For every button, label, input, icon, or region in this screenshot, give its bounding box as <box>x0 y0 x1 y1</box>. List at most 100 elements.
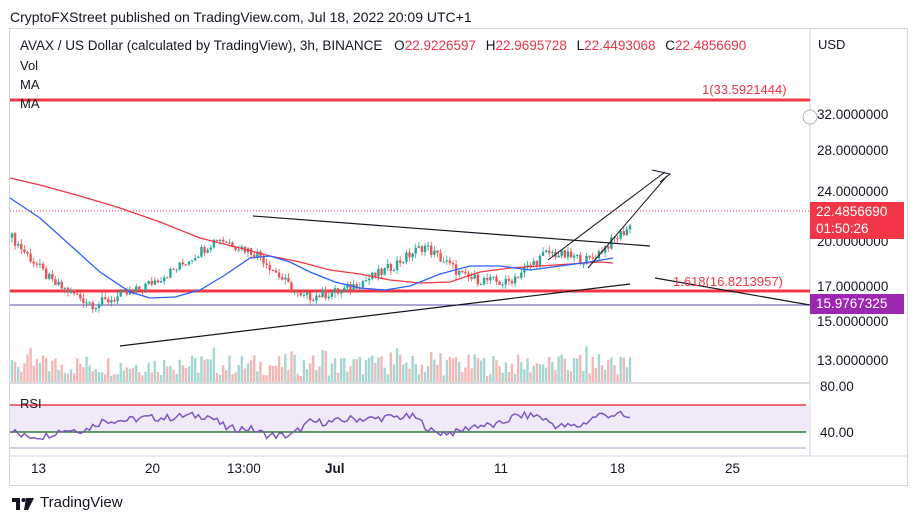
candle-body <box>476 274 480 285</box>
candle-body <box>529 264 532 266</box>
volume-bar <box>610 357 613 382</box>
candle-body <box>184 264 188 266</box>
candle-body <box>29 253 32 262</box>
indicator-rsi[interactable]: RSI <box>20 396 42 411</box>
candle-body <box>94 307 98 310</box>
candle-body <box>23 249 26 252</box>
volume-bar <box>94 369 98 382</box>
candle-body <box>51 273 54 280</box>
volume-bar <box>548 356 551 382</box>
candle-body <box>85 302 88 304</box>
candle-body <box>548 250 551 253</box>
volume-bar <box>287 370 290 382</box>
candle-body <box>367 278 371 281</box>
candle-body <box>495 276 498 282</box>
level-price-tag: 15.9767325 <box>810 294 904 314</box>
candle-body <box>408 252 411 258</box>
candle-body <box>603 246 607 253</box>
time-tick: 13:00 <box>227 461 261 476</box>
volume-bar <box>175 373 178 382</box>
candle-body <box>100 297 104 305</box>
volume-bar <box>352 358 355 382</box>
volume-bar <box>433 359 436 382</box>
volume-bar <box>169 366 172 382</box>
candle-body <box>321 289 324 298</box>
volume-bar <box>321 350 324 382</box>
volume-bar <box>330 363 334 382</box>
price-tick: 13.0000000 <box>817 353 889 368</box>
candle-body <box>113 300 116 302</box>
currency-label[interactable]: USD <box>818 37 846 52</box>
volume-bar <box>538 364 542 382</box>
candle-body <box>383 267 386 275</box>
candle-body <box>622 231 625 236</box>
candle-body <box>97 304 101 308</box>
volume-bar <box>517 354 520 382</box>
volume-bar <box>110 375 113 382</box>
candle-body <box>513 276 517 284</box>
candle-body <box>60 281 63 289</box>
volume-bar <box>277 355 281 382</box>
volume-bar <box>97 372 101 382</box>
volume-bar <box>576 358 579 382</box>
candle-body <box>579 254 582 264</box>
candle-body <box>445 260 448 262</box>
candle-body <box>520 272 523 278</box>
indicator-vol[interactable]: Vol <box>20 58 39 73</box>
fib-label-upper: 1(33.5921444) <box>702 82 787 97</box>
indicator-ma-2[interactable]: MA <box>20 96 40 111</box>
candle-body <box>395 260 399 270</box>
volume-bar <box>346 371 349 382</box>
volume-bar <box>79 363 82 382</box>
candle-body <box>389 263 393 271</box>
volume-bar <box>259 361 262 382</box>
volume-bar <box>423 372 427 382</box>
volume-bar <box>613 365 616 382</box>
candle-body <box>79 294 82 299</box>
volume-bar <box>243 368 247 382</box>
volume-bar <box>523 369 526 382</box>
channel-lower-line <box>587 175 668 269</box>
candle-body <box>256 251 259 258</box>
candle-body <box>330 292 334 297</box>
price-tick: 17.0000000 <box>817 279 889 294</box>
candle-body <box>259 251 262 257</box>
volume-bar <box>442 375 445 382</box>
time-tick: 13 <box>31 461 47 476</box>
volume-bar <box>91 371 94 382</box>
volume-bar <box>234 372 237 382</box>
candles <box>10 224 632 314</box>
volume-bar <box>426 366 430 382</box>
candle-body <box>103 297 107 300</box>
volume-bar <box>69 369 73 382</box>
volume-bar <box>476 357 480 382</box>
channel-upper-line <box>547 171 666 261</box>
close-value: 22.4856690 <box>674 38 747 53</box>
candle-body <box>308 292 312 301</box>
candle-body <box>628 225 632 230</box>
volume-bar <box>420 364 424 382</box>
volume-bar <box>597 354 601 382</box>
volume-bar <box>405 362 408 382</box>
fib-label-lower: 1.618(16.8213957) <box>673 274 783 289</box>
candle-body <box>504 278 507 285</box>
time-tick: 11 <box>494 461 509 476</box>
candle-body <box>467 273 470 277</box>
indicator-ma-1[interactable]: MA <box>20 77 40 92</box>
settings-circle-icon[interactable] <box>802 109 818 125</box>
candle-body <box>386 263 389 268</box>
volume-bar <box>392 364 396 382</box>
volume-bar <box>225 370 228 382</box>
volume-bar <box>138 372 141 382</box>
candle-body <box>392 269 396 271</box>
volume-bar <box>135 364 138 382</box>
candle-body <box>569 251 573 258</box>
volume-bar <box>296 373 299 382</box>
volume-bar <box>181 365 185 382</box>
tradingview-brand[interactable]: TradingView <box>12 494 123 511</box>
volume-bar <box>66 373 70 382</box>
volume-bar <box>628 357 632 382</box>
time-tick: 20 <box>145 461 161 476</box>
volume-bar <box>218 374 222 382</box>
volume-bar <box>128 368 132 382</box>
